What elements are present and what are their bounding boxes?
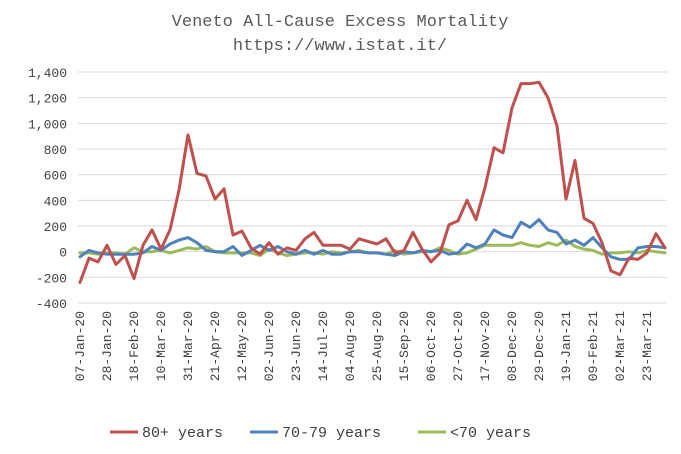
x-tick-label: 04-Aug-20 — [343, 311, 358, 381]
x-tick-label: 23-Jun-20 — [289, 311, 304, 381]
y-axis: -400 -200 0 200 400 600 800 1,000 1,200 1,400 — [28, 66, 67, 312]
x-tick-label: 18-Feb-20 — [127, 311, 142, 381]
series-line-80-years — [78, 80, 667, 284]
legend-label: <70 years — [450, 425, 531, 442]
x-tick-label: 15-Sep-20 — [397, 311, 412, 381]
x-tick-label: 29-Dec-20 — [532, 311, 547, 381]
legend: 80+ years 70-79 years <70 years — [110, 425, 531, 442]
series-lines — [78, 80, 667, 284]
x-tick-label: 02-Jun-20 — [262, 311, 277, 381]
y-tick-label: -200 — [36, 271, 67, 286]
y-tick-label: 400 — [44, 194, 67, 209]
x-tick-label: 19-Jan-21 — [559, 311, 574, 381]
x-tick-label: 12-May-20 — [235, 311, 250, 381]
x-tick-label: 02-Mar-21 — [613, 311, 628, 381]
legend-label: 80+ years — [142, 425, 223, 442]
x-axis: 07-Jan-20 28-Jan-20 18-Feb-20 10-Mar-20 31-M… — [73, 311, 655, 381]
x-tick-label: 10-Mar-20 — [154, 311, 169, 381]
x-tick-label: 08-Dec-20 — [505, 311, 520, 381]
x-tick-label: 07-Jan-20 — [73, 311, 88, 381]
x-tick-label: 25-Aug-20 — [370, 311, 385, 381]
x-tick-label: 31-Mar-20 — [181, 311, 196, 381]
y-tick-label: 600 — [44, 169, 67, 184]
legend-label: 70-79 years — [282, 425, 381, 442]
y-tick-label: 200 — [44, 220, 67, 235]
x-tick-label: 28-Jan-20 — [100, 311, 115, 381]
y-tick-label: -400 — [36, 297, 67, 312]
x-tick-label: 06-Oct-20 — [424, 311, 439, 381]
series-line-70-79-years — [78, 218, 667, 261]
x-tick-label: 27-Oct-20 — [451, 311, 466, 381]
y-tick-label: 1,000 — [28, 117, 67, 132]
y-tick-label: 1,400 — [28, 66, 67, 81]
chart-subtitle: https://www.istat.it/ — [233, 37, 447, 56]
x-tick-label: 17-Nov-20 — [478, 311, 493, 381]
chart-title: Veneto All-Cause Excess Mortality — [172, 13, 509, 32]
x-tick-label: 09-Feb-21 — [586, 311, 601, 381]
x-tick-label: 14-Jul-20 — [316, 311, 331, 381]
x-tick-label: 23-Mar-21 — [640, 311, 655, 381]
y-tick-label: 800 — [44, 143, 67, 158]
y-tick-label: 0 — [59, 246, 67, 261]
y-tick-label: 1,200 — [28, 92, 67, 107]
x-tick-label: 21-Apr-20 — [208, 311, 223, 381]
